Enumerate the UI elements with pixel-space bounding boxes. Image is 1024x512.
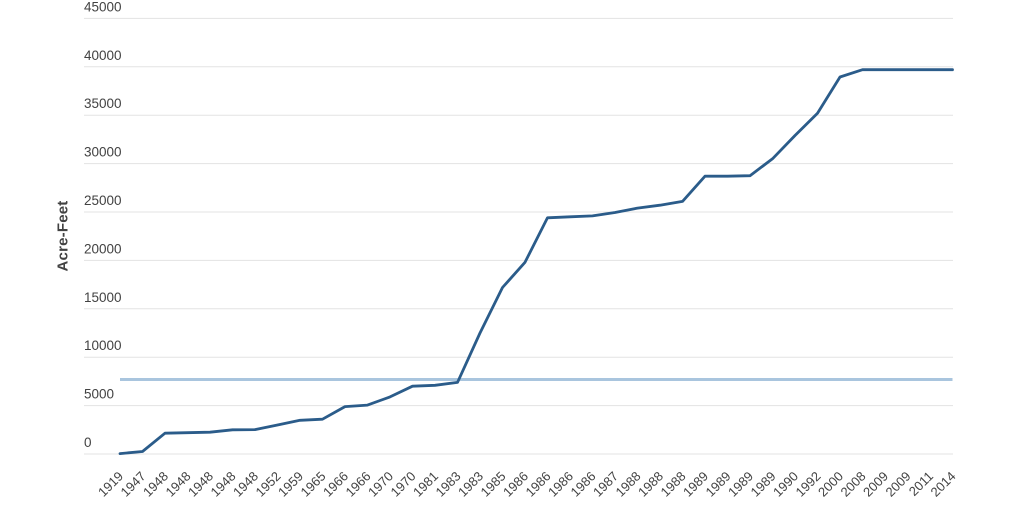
y-axis-title-text: Acre-Feet — [54, 200, 72, 272]
y-tick-label: 0 — [84, 435, 92, 450]
y-tick-label: 20000 — [84, 241, 122, 256]
data-line — [118, 68, 954, 456]
x-tick-label: 2014 — [928, 469, 959, 500]
y-tick-label: 35000 — [84, 96, 122, 111]
y-tick-label: 5000 — [84, 387, 114, 402]
y-tick-label: 10000 — [84, 338, 122, 353]
y-tick-label: 40000 — [84, 48, 122, 63]
y-tick-label: 45000 — [84, 0, 122, 14]
y-tick-label: 15000 — [84, 290, 122, 305]
y-tick-label: 25000 — [84, 193, 122, 208]
y-tick-label: 30000 — [84, 145, 122, 160]
